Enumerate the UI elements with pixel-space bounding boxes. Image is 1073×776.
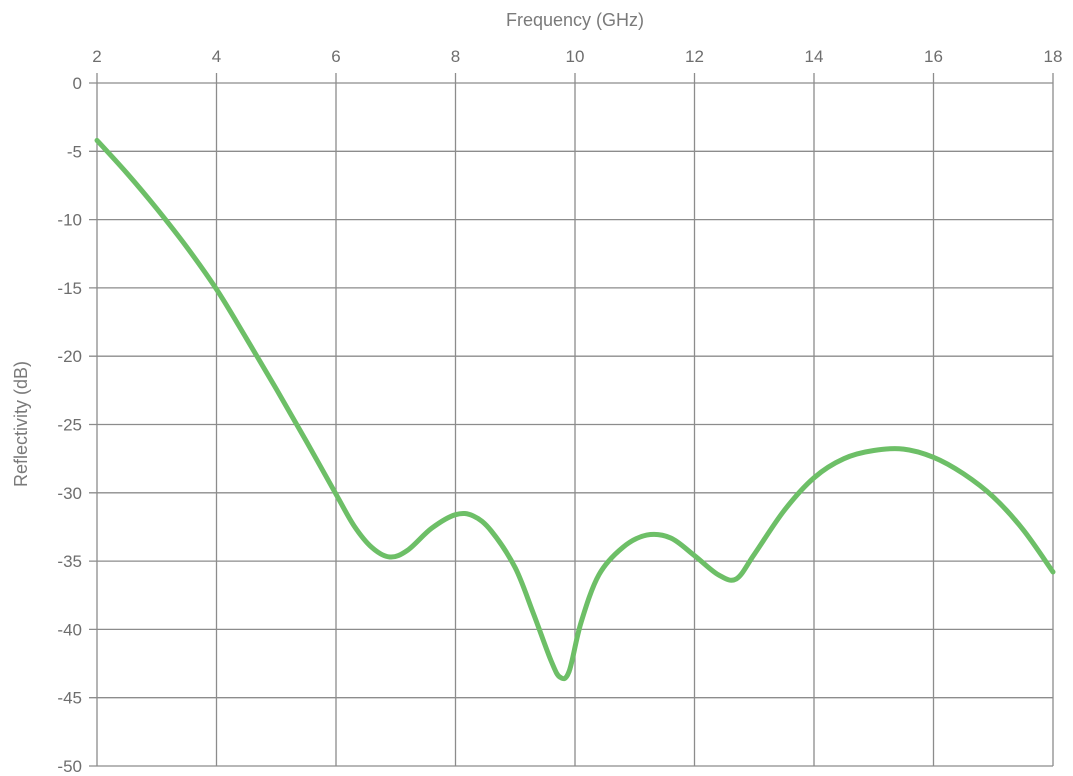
- x-tick-label: 6: [331, 47, 340, 66]
- x-tick-label: 12: [685, 47, 704, 66]
- y-tick-label: -25: [57, 416, 82, 435]
- y-tick-label: -20: [57, 347, 82, 366]
- x-tick-label: 10: [566, 47, 585, 66]
- x-tick-label: 4: [212, 47, 221, 66]
- x-tick-label: 14: [805, 47, 824, 66]
- reflectivity-series-line: [94, 137, 1056, 682]
- y-tick-label: -35: [57, 552, 82, 571]
- y-tick-label: -50: [57, 757, 82, 776]
- y-tick-label: -10: [57, 211, 82, 230]
- x-tick-label: 18: [1044, 47, 1063, 66]
- x-tick-label: 16: [924, 47, 943, 66]
- x-tick-labels: 2 4 6 8 10 12 14 16 18: [92, 47, 1062, 66]
- y-tick-label: -5: [67, 142, 82, 161]
- grid: [89, 73, 1054, 767]
- x-axis-title: Frequency (GHz): [506, 10, 644, 30]
- y-tick-label: -30: [57, 484, 82, 503]
- x-tick-label: 2: [92, 47, 101, 66]
- y-tick-label: 0: [73, 74, 82, 93]
- y-tick-labels: 0 -5 -10 -15 -20 -25 -30 -35 -40 -45 -50: [57, 74, 82, 776]
- series-layer: [94, 137, 1056, 682]
- x-tick-label: 8: [451, 47, 460, 66]
- y-axis-title: Reflectivity (dB): [11, 361, 31, 487]
- y-tick-label: -45: [57, 689, 82, 708]
- y-tick-label: -40: [57, 620, 82, 639]
- y-tick-label: -15: [57, 279, 82, 298]
